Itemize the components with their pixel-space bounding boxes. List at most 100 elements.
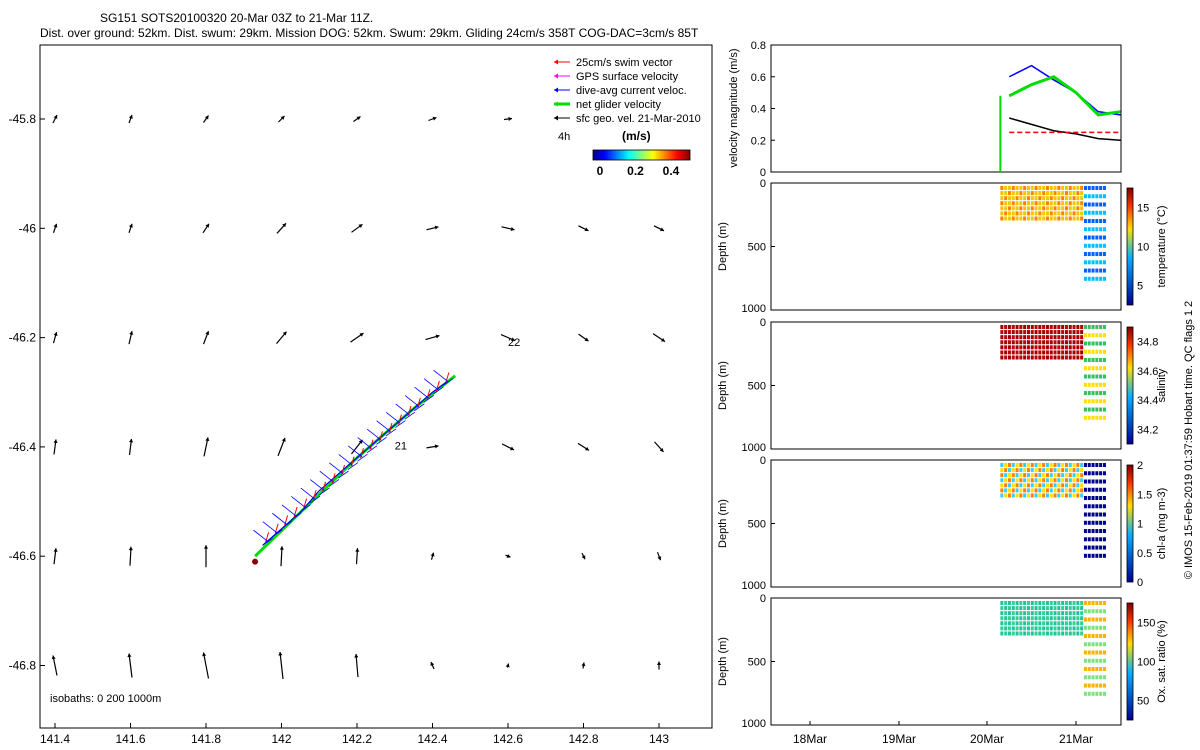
temperature-profile-point: [1042, 206, 1046, 211]
chla-profile-point: [1049, 488, 1053, 493]
geo-vector-head: [359, 333, 364, 337]
oxygen-profile-point: [1076, 626, 1080, 631]
depth-tick-label: 0: [760, 178, 766, 190]
swim-vector: [435, 380, 440, 392]
oxygen-profile-point: [1080, 626, 1084, 631]
temperature-profile-point: [1087, 260, 1091, 265]
dive-avg-vector: [329, 462, 344, 475]
chla-profile-point: [1007, 473, 1011, 478]
temperature-profile-point: [1095, 194, 1099, 199]
salinity-profile-point: [1000, 325, 1004, 329]
temperature-colorbar: [1126, 187, 1134, 306]
temperature-profile-point: [1102, 194, 1106, 199]
salinity-profile-point: [1007, 355, 1011, 360]
oxygen-profile-point: [1019, 616, 1023, 621]
chla-profile-point: [1099, 537, 1103, 542]
velocity-y-tick-label: 0.6: [751, 72, 766, 84]
oxygen-profile-point: [1042, 621, 1046, 626]
salinity-profile-point: [1019, 335, 1023, 340]
oxygen-profile-point: [1023, 631, 1027, 636]
oxygen-profile-point: [1091, 642, 1095, 647]
velocity-series-line: [1009, 117, 1121, 141]
geo-vector-head: [358, 224, 363, 228]
chla-profile-point: [1099, 471, 1103, 476]
temperature-profile-point: [1053, 206, 1057, 211]
geo-vector: [202, 652, 210, 679]
salinity-profile-point: [1019, 330, 1023, 335]
oxygen-colorbar-tick: 50: [1137, 696, 1149, 708]
temperature-profile-point: [1034, 211, 1038, 216]
oxygen-profile-point: [1095, 650, 1099, 655]
temperature-profile-point: [1064, 186, 1068, 190]
oxygen-profile-point: [1083, 625, 1087, 630]
oxygen-profile-point: [1030, 601, 1034, 605]
chla-profile-point: [1087, 545, 1091, 550]
oxygen-profile-point: [1099, 601, 1103, 605]
salinity-profile-point: [1030, 325, 1034, 329]
salinity-profile-point: [1061, 325, 1065, 329]
temperature-profile-point: [1000, 196, 1004, 201]
salinity-profile-point: [1083, 382, 1087, 387]
oxygen-profile-point: [1053, 626, 1057, 631]
temperature-profile-point: [1023, 216, 1027, 221]
chla-profile-point: [1064, 463, 1068, 467]
oxygen-profile-point: [1064, 606, 1068, 611]
temperature-colorbar-tick: 10: [1137, 242, 1149, 254]
salinity-profile-point: [1068, 350, 1072, 355]
depth-tick-label: 500: [748, 242, 766, 254]
oxygen-profile-point: [1091, 650, 1095, 655]
temperature-profile-point: [1007, 196, 1011, 201]
salinity-profile-point: [1102, 415, 1106, 420]
temperature-profile-point: [1087, 210, 1091, 215]
legend-arrowhead: [554, 73, 558, 79]
chla-profile-point: [1057, 463, 1061, 467]
salinity-profile-point: [1087, 333, 1091, 338]
oxygen-profile-point: [1045, 611, 1049, 616]
chla-profile-point: [1045, 468, 1049, 473]
salinity-profile-point: [1026, 350, 1030, 355]
salinity-profile-point: [1068, 340, 1072, 345]
chla-profile-point: [1095, 471, 1099, 476]
oxygen-profile-point: [1091, 691, 1095, 696]
time-x-tick-label: 21Mar: [1059, 732, 1093, 746]
salinity-profile-point: [1023, 340, 1027, 345]
temperature-profile-point: [1030, 191, 1034, 196]
salinity-profile-point: [1023, 325, 1027, 329]
oxygen-profile-point: [1102, 650, 1106, 655]
oxygen-profile-point: [1011, 631, 1015, 636]
chla-profile-point: [1057, 483, 1061, 488]
dive-avg-vector: [319, 487, 330, 496]
salinity-profile-point: [1064, 335, 1068, 340]
chla-profile-point: [1083, 520, 1087, 525]
swim-vector: [416, 397, 421, 408]
depth-tick-label: 0: [760, 455, 766, 467]
dive-avg-vector: [423, 378, 439, 391]
temperature-profile-point: [1023, 186, 1027, 190]
salinity-profile-point: [1011, 330, 1015, 335]
salinity-profile-point: [1011, 340, 1015, 345]
salinity-profile-point: [1026, 345, 1030, 350]
temperature-profile-point: [1102, 186, 1106, 190]
velocity-panel-frame: [770, 44, 1122, 173]
salinity-profile-point: [1034, 350, 1038, 355]
temperature-profile-point: [1099, 219, 1103, 224]
oxygen-profile-point: [1049, 626, 1053, 631]
chla-colorbar-tick: 0.5: [1137, 548, 1152, 560]
oxygen-profile-point: [1026, 621, 1030, 626]
swim-vector: [322, 481, 327, 492]
salinity-profile-point: [1038, 335, 1042, 340]
oxygen-profile-point: [1004, 616, 1008, 621]
chla-profile-point: [1076, 473, 1080, 478]
geo-vector-head: [584, 227, 589, 232]
salinity-profile-point: [1061, 350, 1065, 355]
chla-profile-point: [1000, 493, 1004, 498]
salinity-profile-point: [1087, 358, 1091, 363]
oxygen-profile-point: [1004, 606, 1008, 611]
salinity-profile-point: [1038, 325, 1042, 329]
chla-profile-point: [1019, 473, 1023, 478]
chla-panel-frame: [770, 459, 1122, 588]
salinity-profile-point: [1095, 358, 1099, 363]
salinity-profile-point: [1102, 341, 1106, 346]
salinity-profile-point: [1099, 399, 1103, 404]
